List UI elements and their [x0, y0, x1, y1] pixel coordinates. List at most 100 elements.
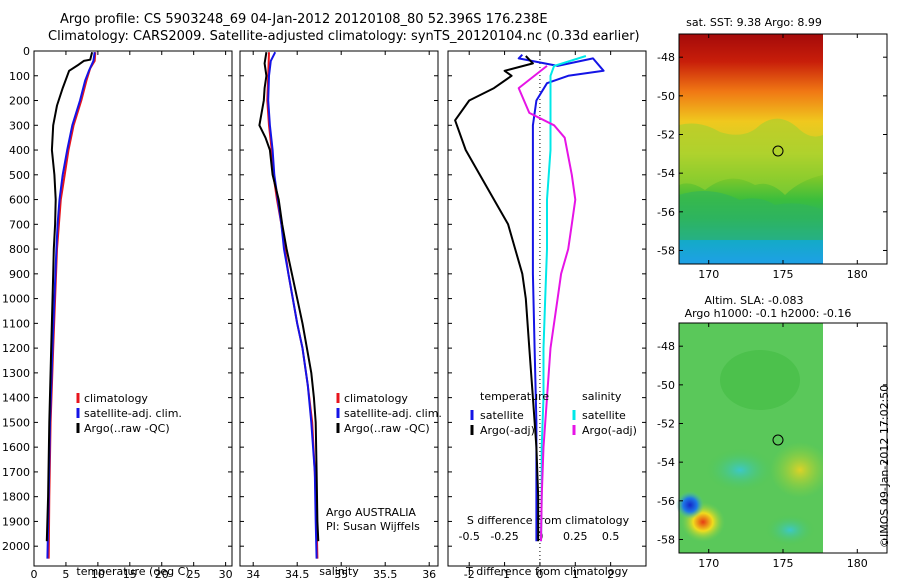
y-tick-label: 0	[23, 45, 30, 58]
map-y-tick-label: -54	[657, 167, 675, 180]
x-tick-label: -2	[464, 568, 475, 580]
map-x-tick-label: 180	[847, 557, 868, 570]
difference-series-2-line	[540, 55, 587, 542]
map-y-tick-label: -48	[657, 340, 675, 353]
sst-map-axes: 170 175 180 -48 -50 -52 -54 -56 -58	[657, 34, 887, 281]
map-x-tick-label: 175	[773, 557, 794, 570]
y-tick-label: 1000	[2, 293, 30, 306]
y-tick-label: 300	[9, 119, 30, 132]
y-tick-label: 500	[9, 169, 30, 182]
legend-label: climatology	[344, 392, 408, 405]
salinity-plot-frame	[239, 50, 439, 567]
x-tick-label: 0	[536, 568, 543, 580]
difference-series-3-line	[517, 65, 577, 542]
sst-front-band	[679, 118, 823, 195]
difference-x-axis-label: T difference from climatology	[465, 565, 628, 578]
y-tick-label: 800	[9, 243, 30, 256]
salinity-series-1-line	[267, 51, 318, 559]
sla-map-axes: 170 175 180 -48 -50 -52 -54 -56 -58	[657, 323, 887, 570]
x2-tick-label: -0.25	[490, 530, 518, 543]
x-tick-label: 35.5	[373, 568, 398, 580]
map-x-tick-label: 170	[698, 268, 719, 281]
map-y-tick-label: -50	[657, 90, 675, 103]
sst-land-mask	[823, 34, 887, 264]
legend-label: satellite-adj. clim.	[84, 407, 182, 420]
y-tick-label: 700	[9, 218, 30, 231]
x-tick-label: 1	[572, 568, 579, 580]
difference-profile-plot: -2 -1 0 1 2T difference from climatology -0.5…	[447, 50, 647, 580]
x-tick-label: 34	[246, 568, 260, 580]
legend-label: satellite	[480, 409, 524, 422]
legend-label: Argo(..raw -QC)	[84, 422, 170, 435]
map-y-tick-label: -52	[657, 418, 675, 431]
temperature-series-2-line	[45, 51, 94, 542]
x-tick-label: 25	[187, 568, 201, 580]
x2-tick-label: 0.25	[563, 530, 588, 543]
y-tick-label: 1200	[2, 342, 30, 355]
x-tick-label: 0	[31, 568, 38, 580]
x2-tick-label: 0	[536, 530, 543, 543]
sst-map-title: sat. SST: 9.38 Argo: 8.99	[686, 16, 822, 29]
credit-stamp: ©IMOS 09-Jan-2012 17:02:50	[878, 385, 891, 548]
temperature-plot-frame	[33, 50, 233, 567]
map-y-tick-label: -52	[657, 129, 675, 142]
x-tick-label: 36	[422, 568, 436, 580]
y-tick-label: 100	[9, 70, 30, 83]
sla-feature-d	[765, 514, 815, 546]
figure-title-line-1: Argo profile: CS 5903248_69 04-Jan-2012 …	[60, 12, 548, 27]
sla-feature-b	[770, 442, 830, 498]
sla-map: Altim. SLA: -0.083 Argo h1000: -0.1 h200…	[657, 294, 888, 570]
y-tick-label: 900	[9, 268, 30, 281]
x-tick-label: 35	[334, 568, 348, 580]
legend-label: satellite-adj. clim.	[344, 407, 442, 420]
map-x-tick-label: 175	[773, 268, 794, 281]
float-pi-label: PI: Susan Wijffels	[326, 520, 420, 533]
y-tick-label: 1400	[2, 392, 30, 405]
y-tick-label: 1700	[2, 466, 30, 479]
x2-tick-label: 0.5	[602, 530, 620, 543]
y-tick-label: 600	[9, 194, 30, 207]
secondary-axis-label: S difference from climatology	[467, 514, 630, 527]
legend-label: climatology	[84, 392, 148, 405]
x-tick-label: 2	[607, 568, 614, 580]
temperature-x-axis-label: temperature (deg C)	[76, 565, 189, 578]
y-tick-label: 1500	[2, 416, 30, 429]
x-tick-label: 15	[123, 568, 137, 580]
temperature-profile-plot: 0100200300400500600700800900100011001200…	[2, 45, 233, 580]
y-tick-label: 1900	[2, 515, 30, 528]
y-tick-label: 400	[9, 144, 30, 157]
map-y-tick-label: -50	[657, 379, 675, 392]
salinity-x-axis-label: salinity	[319, 565, 359, 578]
x-tick-label: 10	[91, 568, 105, 580]
map-x-tick-label: 180	[847, 268, 868, 281]
sla-land-mask	[823, 323, 887, 553]
figure-title-line-2: Climatology: CARS2009. Satellite-adjuste…	[48, 29, 640, 44]
y-tick-label: 2000	[2, 540, 30, 553]
x2-tick-label: -0.5	[458, 530, 479, 543]
sla-feature-c	[705, 448, 775, 492]
map-y-tick-label: -56	[657, 206, 675, 219]
sst-cold-band	[679, 191, 823, 240]
sla-feature-a	[720, 350, 800, 410]
legend-label: Argo(..raw -QC)	[344, 422, 430, 435]
difference-plot-frame	[447, 50, 647, 567]
y-tick-label: 1800	[2, 491, 30, 504]
legend-heading-salinity: salinity	[582, 390, 622, 403]
difference-series-1-line	[454, 55, 540, 542]
sla-map-subtitle: Argo h1000: -0.1 h2000: -0.16	[685, 307, 852, 320]
salinity-profile-plot: 34 34.5 35 35.5 36 salinity climatology satelli…	[239, 50, 442, 580]
sla-cold-eddy	[676, 491, 704, 519]
x-tick-label: 34.5	[285, 568, 310, 580]
x-tick-label: 20	[155, 568, 169, 580]
map-y-tick-label: -58	[657, 244, 675, 257]
float-owner-label: Argo AUSTRALIA	[326, 506, 416, 519]
difference-series-0-line	[517, 54, 605, 542]
y-tick-label: 1600	[2, 441, 30, 454]
map-x-tick-label: 170	[698, 557, 719, 570]
x-tick-label: -1	[499, 568, 510, 580]
legend-label: satellite	[582, 409, 626, 422]
y-tick-label: 1300	[2, 367, 30, 380]
map-y-tick-label: -48	[657, 51, 675, 64]
legend-heading-temperature: temperature	[480, 390, 549, 403]
